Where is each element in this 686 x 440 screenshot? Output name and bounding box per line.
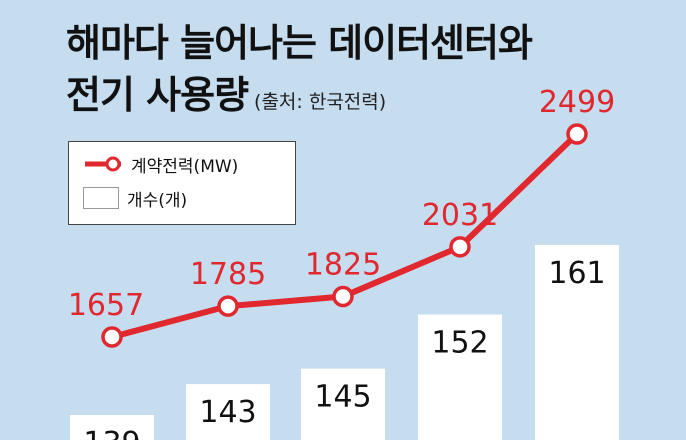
line-point-3	[449, 236, 471, 258]
legend-line-swatch	[85, 156, 121, 172]
bar-4	[535, 245, 619, 440]
bar-3	[418, 314, 502, 440]
bar-0	[70, 415, 154, 440]
line-label-0: 1657	[68, 288, 144, 323]
chart-title: 해마다 늘어나는 데이터센터와	[66, 21, 533, 65]
legend-item-line: 계약전력(MW)	[83, 152, 239, 177]
bar-label-1: 143	[199, 395, 256, 430]
chart-title-line2: 전기 사용량 (출처: 한국전력)	[66, 64, 386, 119]
legend-label-bar: 개수(개)	[127, 190, 188, 211]
source-note: (출처: 한국전력)	[254, 91, 387, 113]
line-label-1: 1785	[190, 257, 266, 292]
bar-2	[301, 368, 385, 440]
line-label-3: 2031	[422, 198, 498, 233]
chart-title-second: 전기 사용량	[66, 73, 249, 117]
legend-label-line: 계약전력(MW)	[131, 156, 239, 177]
bar-label-0: 139	[83, 426, 140, 440]
bar-label-2: 145	[314, 380, 371, 415]
line-point-0	[101, 326, 123, 348]
bar-label-4: 161	[548, 256, 605, 291]
line-point-2	[332, 285, 354, 308]
line-point-1	[217, 295, 239, 317]
legend-bar-swatch	[83, 187, 119, 209]
line-label-4: 2499	[539, 85, 615, 120]
line-label-2: 1825	[305, 247, 381, 282]
legend: 계약전력(MW) 개수(개)	[68, 141, 296, 225]
line-point-4	[566, 123, 588, 145]
bar-1	[186, 384, 270, 440]
bar-label-3: 152	[431, 326, 488, 361]
legend-item-bar: 개수(개)	[83, 186, 188, 211]
